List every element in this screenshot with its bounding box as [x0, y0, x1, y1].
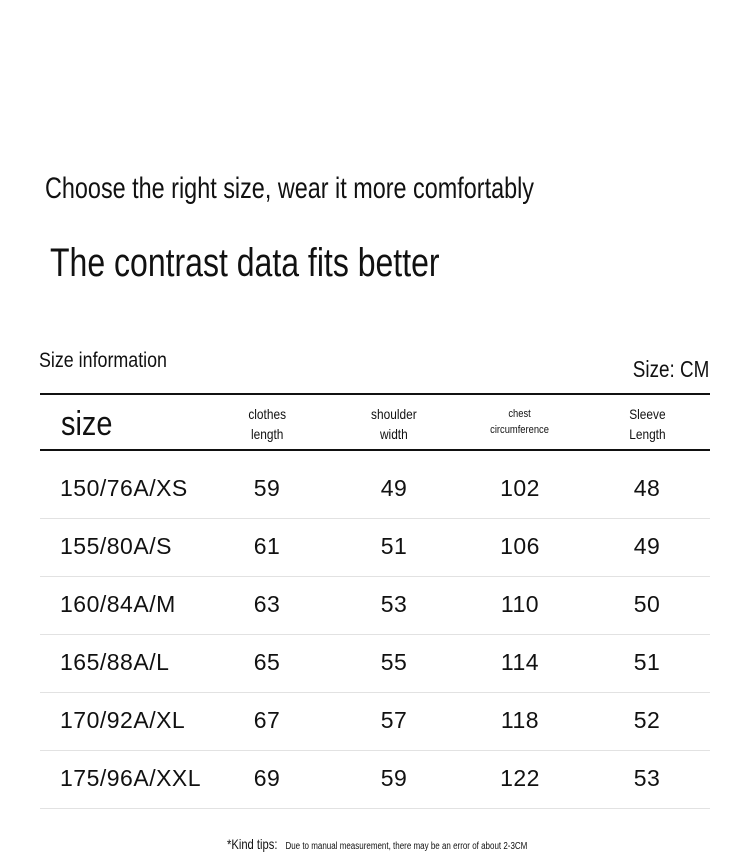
value-cell: 65 [253, 649, 281, 675]
header-size: size [61, 405, 113, 443]
row-divider [40, 808, 710, 809]
tips-label: *Kind tips: [227, 836, 278, 852]
value-cell: 122 [500, 765, 540, 791]
subheadline: The contrast data fits better [50, 241, 440, 285]
value-cell: 50 [633, 591, 661, 617]
header-clothes-length: clothes length [248, 406, 286, 442]
size-cell: 160/84A/M [60, 591, 176, 617]
unit-label: Size: CM [632, 356, 709, 382]
kind-tips: *Kind tips: Due to manual measurement, th… [227, 836, 602, 852]
value-cell: 67 [253, 707, 281, 733]
size-cell: 150/76A/XS [60, 475, 188, 501]
row-divider [40, 576, 710, 577]
value-cell: 59 [253, 475, 281, 501]
value-cell: 118 [500, 707, 540, 733]
tips-message: Due to manual measurement, there may be … [285, 841, 528, 852]
value-cell: 53 [633, 765, 661, 791]
value-cell: 69 [253, 765, 281, 791]
headline: Choose the right size, wear it more comf… [45, 172, 535, 205]
value-cell: 59 [380, 765, 408, 791]
header-shoulder-width: shoulder width [371, 406, 417, 442]
size-cell: 155/80A/S [60, 533, 172, 559]
value-cell: 55 [380, 649, 408, 675]
row-divider [40, 750, 710, 751]
table-header-border [40, 449, 710, 451]
value-cell: 57 [380, 707, 408, 733]
value-cell: 51 [633, 649, 661, 675]
value-cell: 49 [380, 475, 408, 501]
value-cell: 53 [380, 591, 408, 617]
value-cell: 52 [633, 707, 661, 733]
size-cell: 165/88A/L [60, 649, 170, 675]
value-cell: 102 [500, 475, 540, 501]
table-top-border [40, 393, 710, 395]
value-cell: 114 [500, 649, 540, 675]
value-cell: 48 [633, 475, 661, 501]
size-cell: 175/96A/XXL [60, 765, 202, 791]
value-cell: 63 [253, 591, 281, 617]
row-divider [40, 518, 710, 519]
value-cell: 51 [380, 533, 408, 559]
row-divider [40, 692, 710, 693]
value-cell: 110 [500, 591, 540, 617]
header-chest-circumference: chest circumference [490, 408, 550, 436]
value-cell: 49 [633, 533, 661, 559]
value-cell: 106 [500, 533, 540, 559]
header-sleeve-length: Sleeve Length [628, 406, 666, 442]
size-cell: 170/92A/XL [60, 707, 186, 733]
section-title: Size information [39, 349, 167, 372]
row-divider [40, 634, 710, 635]
value-cell: 61 [253, 533, 281, 559]
